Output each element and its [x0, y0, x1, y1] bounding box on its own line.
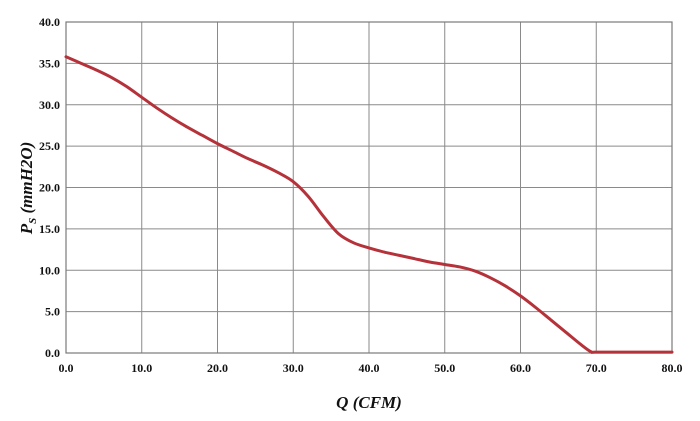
series-group [64, 55, 674, 354]
y-axis-title-main: P [17, 223, 36, 235]
x-tick-label: 70.0 [586, 361, 607, 375]
plot-area-frame [65, 21, 673, 354]
x-tick-label: 0.0 [59, 361, 74, 375]
y-axis-ticks: 0.0 5.0 10.0 15.0 20.0 25.0 30.0 35.0 40.0 [39, 15, 60, 360]
series-line-0 [64, 55, 674, 354]
x-tick-label: 10.0 [131, 361, 152, 375]
y-tick-label: 35.0 [39, 56, 60, 70]
y-tick-label: 10.0 [39, 263, 60, 277]
y-tick-label: 30.0 [39, 98, 60, 112]
y-tick-label: 0.0 [45, 346, 60, 360]
y-tick-label: 20.0 [39, 181, 60, 195]
y-tick-label: 40.0 [39, 15, 60, 29]
y-axis-title-unit: (mmH2O) [17, 142, 36, 218]
x-tick-label: 30.0 [283, 361, 304, 375]
x-tick-label: 80.0 [662, 361, 683, 375]
y-tick-label: 5.0 [45, 305, 60, 319]
y-axis-title: PS (mmH2O) [17, 142, 39, 236]
x-axis-ticks: 0.0 10.0 20.0 30.0 40.0 50.0 60.0 70.0 80.0 [59, 361, 683, 375]
x-tick-label: 60.0 [510, 361, 531, 375]
grid [65, 21, 673, 354]
y-axis-title-subscript: S [27, 218, 39, 224]
y-tick-label: 25.0 [39, 139, 60, 153]
x-axis-title: Q (CFM) [336, 393, 402, 412]
x-tick-label: 40.0 [359, 361, 380, 375]
y-tick-label: 15.0 [39, 222, 60, 236]
x-tick-label: 20.0 [207, 361, 228, 375]
x-tick-label: 50.0 [434, 361, 455, 375]
